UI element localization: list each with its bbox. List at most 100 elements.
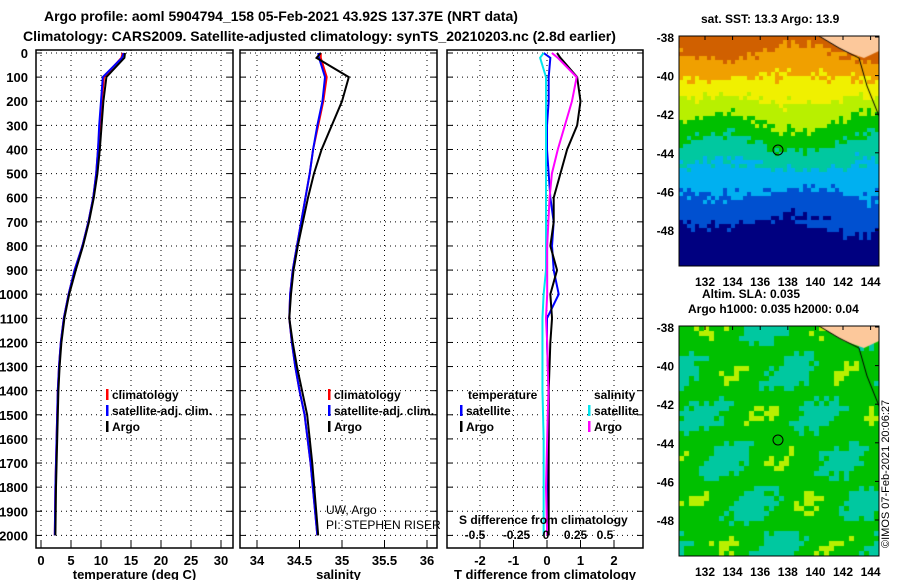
x-tick-label: 20: [154, 553, 168, 568]
title-line-1: Argo profile: aoml 5904794_158 05-Feb-20…: [44, 8, 518, 24]
y-tick-label: 1700: [0, 456, 28, 471]
lat-tick-label: -46: [657, 185, 675, 199]
lon-tick-label: 136: [750, 565, 770, 579]
lon-tick-label: 142: [833, 565, 853, 579]
lon-tick-label: 138: [778, 275, 798, 289]
lon-tick-label: 144: [861, 565, 881, 579]
legend-label: Argo: [112, 420, 140, 434]
x2-tick-label: 0.25: [564, 528, 588, 542]
lon-tick-label: 136: [750, 275, 770, 289]
x-axis-label: temperature (deg C): [73, 567, 197, 580]
legend-title: temperature: [468, 388, 538, 402]
diff-line-3: [544, 52, 578, 536]
plot-frame: [446, 49, 644, 549]
y-tick-label: 1600: [0, 432, 28, 447]
legend-swatch: [588, 405, 591, 416]
lat-tick-label: -40: [657, 70, 675, 84]
y-tick-label: 800: [6, 239, 28, 254]
credit-text: UW, Argo: [326, 503, 377, 517]
sla-map-subtitle: Argo h1000: 0.035 h2000: 0.04: [688, 302, 859, 316]
x-tick-label: -1: [508, 553, 520, 568]
x-tick-label: 1: [577, 553, 584, 568]
y-tick-label: 0: [21, 46, 28, 61]
x2-tick-label: 0: [543, 528, 550, 542]
legend-swatch: [460, 421, 463, 432]
lat-tick-label: -44: [657, 437, 675, 451]
lon-tick-label: 132: [695, 565, 715, 579]
legend-swatch: [106, 421, 109, 432]
lon-tick-label: 134: [723, 275, 743, 289]
lat-tick-label: -46: [657, 475, 675, 489]
legend-label: satellite: [594, 404, 639, 418]
y-tick-label: 1900: [0, 504, 28, 519]
x2-axis-label: S difference from climatology: [459, 513, 628, 527]
sla-map: [679, 326, 879, 556]
y-tick-label: 1300: [0, 360, 28, 375]
x-tick-label: 0: [37, 553, 44, 568]
x-tick-label: 15: [124, 553, 138, 568]
lat-tick-label: -42: [657, 108, 675, 122]
argo-position-marker: [772, 434, 784, 446]
y-tick-label: 100: [6, 70, 28, 85]
plot-frame: [35, 49, 234, 549]
lon-tick-label: 138: [778, 565, 798, 579]
lat-tick-label: -38: [657, 31, 675, 45]
lon-tick-label: 132: [695, 275, 715, 289]
lat-tick-label: -48: [657, 224, 675, 238]
sla-map-title: Altim. SLA: 0.035: [702, 287, 801, 301]
argo-position-marker: [772, 144, 784, 156]
x-tick-label: 5: [67, 553, 74, 568]
x-axis-label: salinity: [316, 567, 362, 580]
legend-label: Argo: [594, 420, 622, 434]
legend-label: Argo: [466, 420, 494, 434]
lat-tick-label: -38: [657, 321, 675, 335]
y-tick-label: 1000: [0, 287, 28, 302]
legend-swatch: [328, 421, 331, 432]
x-tick-label: 10: [94, 553, 108, 568]
legend-title: salinity: [594, 388, 636, 402]
pi-text: PI: STEPHEN RISER: [326, 518, 441, 532]
y-tick-label: 1500: [0, 408, 28, 423]
x-tick-label: 2: [610, 553, 617, 568]
legend-swatch: [328, 389, 331, 400]
x-tick-label: 36: [420, 553, 434, 568]
plot-frame: [239, 49, 438, 549]
legend-swatch: [588, 421, 591, 432]
sst-map-title: sat. SST: 13.3 Argo: 13.9: [701, 12, 840, 26]
x-axis-label: T difference from climatology: [454, 567, 637, 580]
y-tick-label: 1100: [0, 311, 28, 326]
y-tick-label: 1400: [0, 384, 28, 399]
footer-timestamp: ©IMOS 07-Feb-2021 20:06:27: [880, 399, 892, 548]
x-tick-label: 0: [543, 553, 550, 568]
lat-tick-label: -44: [657, 147, 675, 161]
x-tick-label: 25: [184, 553, 198, 568]
legend-label: satellite: [466, 404, 511, 418]
x-tick-label: 30: [214, 553, 228, 568]
y-tick-label: 200: [6, 94, 28, 109]
x2-tick-label: 0.5: [597, 528, 614, 542]
legend-swatch: [460, 405, 463, 416]
y-tick-label: 500: [6, 167, 28, 182]
legend-label: satellite-adj. clim.: [112, 404, 212, 418]
y-tick-label: 300: [6, 118, 28, 133]
lat-tick-label: -42: [657, 398, 675, 412]
legend-swatch: [106, 389, 109, 400]
title-line-2: Climatology: CARS2009. Satellite-adjuste…: [23, 28, 616, 44]
x-tick-label: 34.5: [287, 553, 312, 568]
y-tick-label: 2000: [0, 528, 28, 543]
y-tick-label: 900: [6, 263, 28, 278]
lat-tick-label: -40: [657, 360, 675, 374]
map-frame: [678, 35, 880, 267]
legend-label: satellite-adj. clim.: [334, 404, 434, 418]
x2-tick-label: -0.5: [465, 528, 486, 542]
lon-tick-label: 144: [861, 275, 881, 289]
profile-line-2: [288, 52, 350, 536]
lon-tick-label: 142: [833, 275, 853, 289]
diff-line-2: [538, 52, 547, 536]
x-tick-label: 35.5: [372, 553, 397, 568]
lon-tick-label: 134: [723, 565, 743, 579]
y-tick-label: 700: [6, 215, 28, 230]
